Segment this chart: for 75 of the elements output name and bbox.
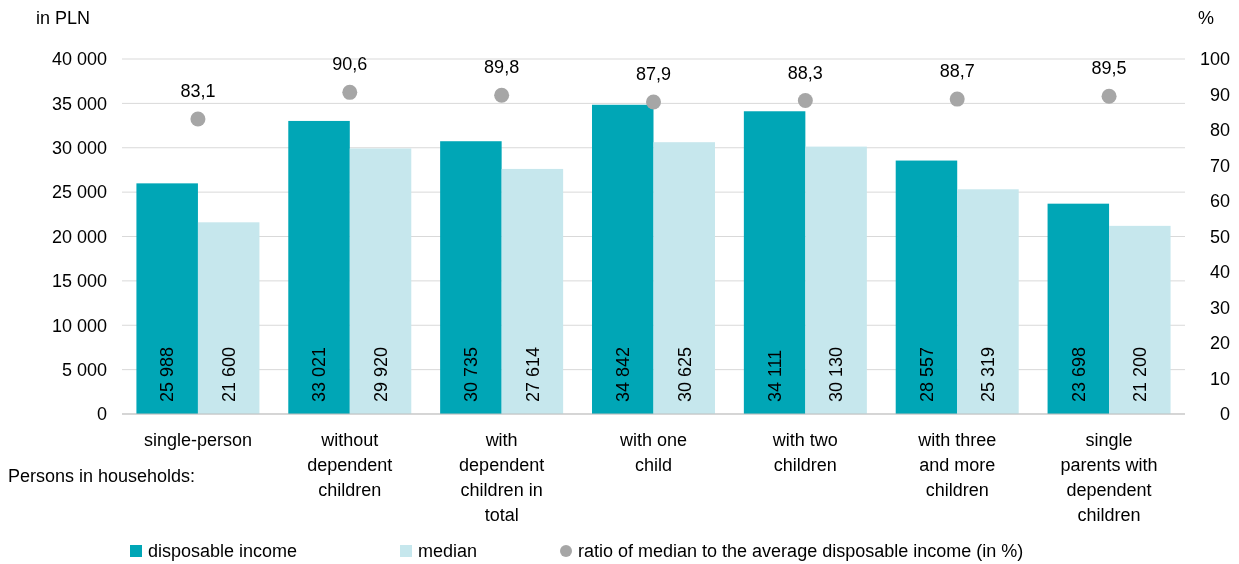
y-axis-title: in PLN — [36, 8, 91, 28]
y-tick-label: 10 000 — [51, 315, 107, 336]
x-tick-label: with two children — [771, 430, 838, 475]
bar — [440, 141, 502, 414]
data-label: 25 319 — [978, 346, 999, 402]
bar — [136, 183, 198, 414]
y-tick-label: 30 000 — [51, 138, 107, 159]
data-label: 27 614 — [522, 346, 543, 402]
data-label: 89,8 — [484, 57, 520, 78]
data-label: 30 735 — [461, 346, 482, 402]
data-label: 30 625 — [674, 346, 695, 402]
bar — [288, 120, 350, 414]
y2-tick-label: 40 — [1209, 262, 1230, 283]
y-tick-label: 20 000 — [51, 226, 107, 247]
point — [494, 87, 510, 103]
data-label: 23 698 — [1068, 346, 1089, 402]
data-label: 29 920 — [370, 346, 391, 402]
data-label: 21 600 — [218, 346, 239, 402]
x-tick-label: with dependent children in total — [459, 430, 545, 525]
y2-tick-label: 90 — [1209, 84, 1230, 105]
data-label: 34 842 — [613, 346, 634, 402]
point — [190, 111, 206, 127]
legend-label: disposable income — [148, 541, 298, 562]
data-label: 34 111 — [764, 349, 785, 402]
y2-tick-label: 30 — [1209, 297, 1230, 318]
y2-tick-label: 10 — [1209, 368, 1230, 389]
data-label: 28 557 — [916, 346, 937, 402]
x-tick-label: single parents with dependent children — [1060, 430, 1158, 525]
data-label: 88,7 — [939, 61, 975, 82]
bar — [653, 142, 715, 414]
y2-tick-label: 20 — [1209, 333, 1230, 354]
y-tick-label: 0 — [96, 404, 107, 425]
data-label: 88,3 — [787, 62, 823, 83]
y-tick-label: 5 000 — [61, 359, 107, 380]
data-label: 83,1 — [180, 81, 216, 101]
bar — [1109, 225, 1171, 414]
bar — [349, 148, 412, 414]
y2-tick-label: 80 — [1209, 120, 1230, 141]
data-label: 90,6 — [332, 54, 368, 75]
legend-label: median — [418, 541, 478, 562]
y2-tick-label: 50 — [1209, 226, 1230, 247]
text: Persons in households: — [8, 466, 196, 486]
data-label: 21 200 — [1130, 346, 1151, 402]
bar — [895, 160, 958, 414]
y2-tick-label: 60 — [1209, 191, 1230, 212]
bar — [197, 222, 260, 414]
y2-tick-label: 0 — [1219, 404, 1230, 425]
y2-tick-label: 100 — [1199, 49, 1230, 70]
point — [949, 91, 965, 107]
point — [342, 84, 358, 100]
y-tick-label: 15 000 — [51, 271, 107, 292]
x-tick-label: without dependent children — [307, 430, 393, 500]
bar — [1047, 203, 1110, 414]
y-tick-label: 25 000 — [51, 182, 107, 203]
x-tick-label: with one child — [618, 430, 688, 475]
data-label: 89,5 — [1091, 58, 1127, 79]
data-label: 25 988 — [157, 346, 178, 402]
point — [646, 94, 661, 110]
point — [1101, 88, 1117, 104]
y2-axis-title: % — [1198, 8, 1215, 28]
bar — [805, 146, 867, 414]
y2-tick-label: 70 — [1209, 155, 1230, 176]
data-label: 30 130 — [826, 346, 847, 402]
bar — [957, 189, 1019, 414]
y-tick-label: 40 000 — [51, 49, 107, 70]
bar — [592, 104, 654, 414]
bar — [501, 168, 564, 414]
data-label: 33 021 — [309, 346, 330, 402]
x-tick-label: with three and more children — [917, 430, 997, 500]
x-tick-label: single-person — [143, 430, 252, 450]
bar — [743, 111, 806, 414]
point — [797, 93, 813, 109]
data-label: 87,9 — [635, 63, 672, 84]
y-tick-label: 35 000 — [51, 93, 107, 114]
legend-label: ratio of median to the average disposable income (in %) — [578, 541, 1024, 562]
